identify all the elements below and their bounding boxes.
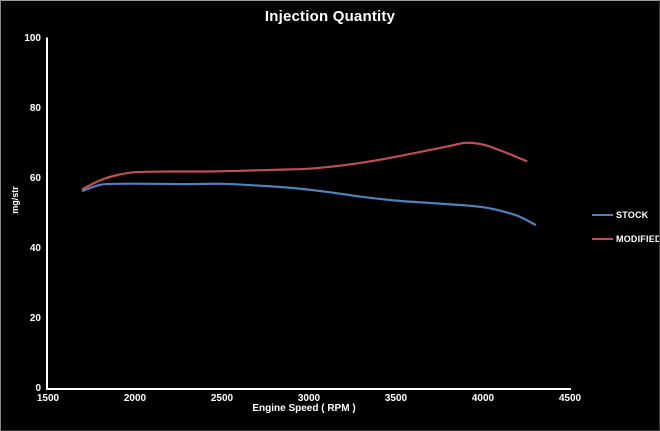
x-axis-title: Engine Speed ( RPM ) [252,403,356,414]
x-tick-label: 2000 [123,393,147,404]
series-line-stock [81,182,537,226]
legend: STOCK MODIFIED [592,208,660,256]
x-tick-label: 3500 [384,393,408,404]
legend-label: MODIFIED [616,234,660,244]
x-tick-label: 2500 [210,393,234,404]
y-axis-title: mg/str [10,186,20,214]
x-tick-label: 3000 [297,393,321,404]
x-tick-label: 4000 [471,393,495,404]
legend-line-swatch [592,238,613,240]
legend-item-stock: STOCK [592,208,659,222]
legend-item-modified: MODIFIED [592,232,660,246]
y-tick-label: 80 [29,102,41,114]
y-tick-label: 20 [29,312,41,324]
y-tick-label: 0 [35,382,41,394]
series-line-modified [81,141,528,191]
x-tick-label: 1500 [36,393,60,404]
x-tick-label: 4500 [558,393,582,404]
y-tick-label: 100 [24,32,41,44]
y-tick-label: 40 [29,242,41,254]
y-tick-label: 60 [29,172,41,184]
chart-title: Injection Quantity [264,8,396,25]
legend-label: STOCK [616,210,649,220]
legend-line-swatch [592,214,613,216]
